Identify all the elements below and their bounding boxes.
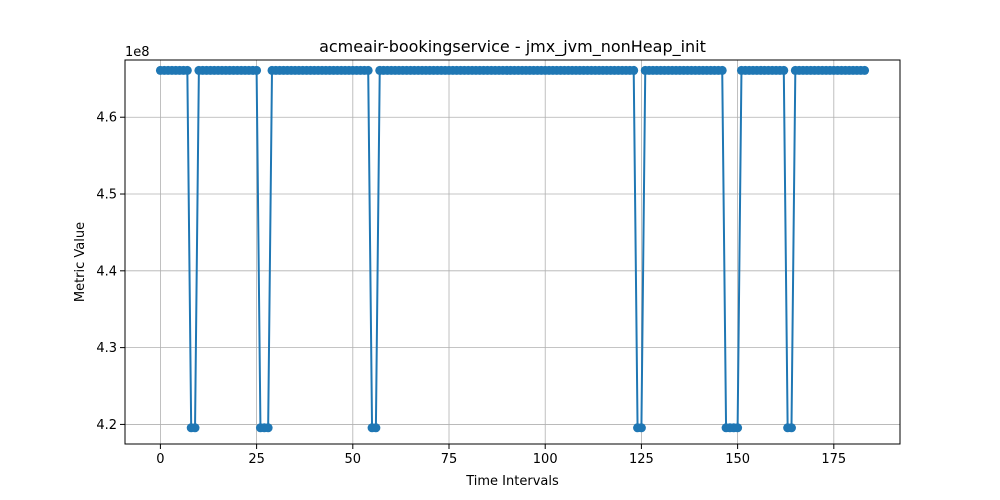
data-point	[860, 65, 870, 75]
x-tick-label: 0	[156, 452, 164, 467]
data-point	[717, 65, 727, 75]
x-tick-label: 150	[725, 452, 750, 467]
y-tick-label: 4.3	[96, 341, 117, 356]
data-point	[363, 65, 373, 75]
series-line	[160, 69, 865, 429]
chart-title: acmeair-bookingservice - jmx_jvm_nonHeap…	[319, 37, 706, 57]
series-layer	[155, 65, 870, 433]
data-point	[786, 423, 796, 433]
x-tick-label: 75	[441, 452, 458, 467]
x-tick-label: 100	[533, 452, 558, 467]
data-point	[252, 65, 262, 75]
data-point	[629, 65, 639, 75]
x-tick-label: 175	[821, 452, 846, 467]
y-tick-label: 4.6	[96, 111, 117, 126]
data-point	[263, 423, 273, 433]
axes-layer: 0 25 50 75 100 125 150 175 4.2 4.3 4.4 4.5 4.6	[96, 59, 901, 467]
data-point	[733, 423, 743, 433]
x-tick-label: 25	[248, 452, 265, 467]
data-point	[636, 423, 646, 433]
data-point	[190, 423, 200, 433]
plot-frame	[124, 59, 901, 445]
data-point	[779, 65, 789, 75]
y-tick-label: 4.4	[96, 264, 117, 279]
x-tick-label: 50	[345, 452, 362, 467]
y-tick-label: 4.5	[96, 188, 117, 203]
y-tick-label: 4.2	[96, 418, 117, 433]
x-tick-label: 125	[629, 452, 654, 467]
y-axis-offset-text: 1e8	[125, 45, 150, 60]
data-point	[182, 65, 192, 75]
x-axis-label: Time Intervals	[465, 474, 559, 489]
y-axis-label: Metric Value	[73, 222, 88, 302]
grid-layer	[125, 60, 900, 444]
data-point	[371, 423, 381, 433]
